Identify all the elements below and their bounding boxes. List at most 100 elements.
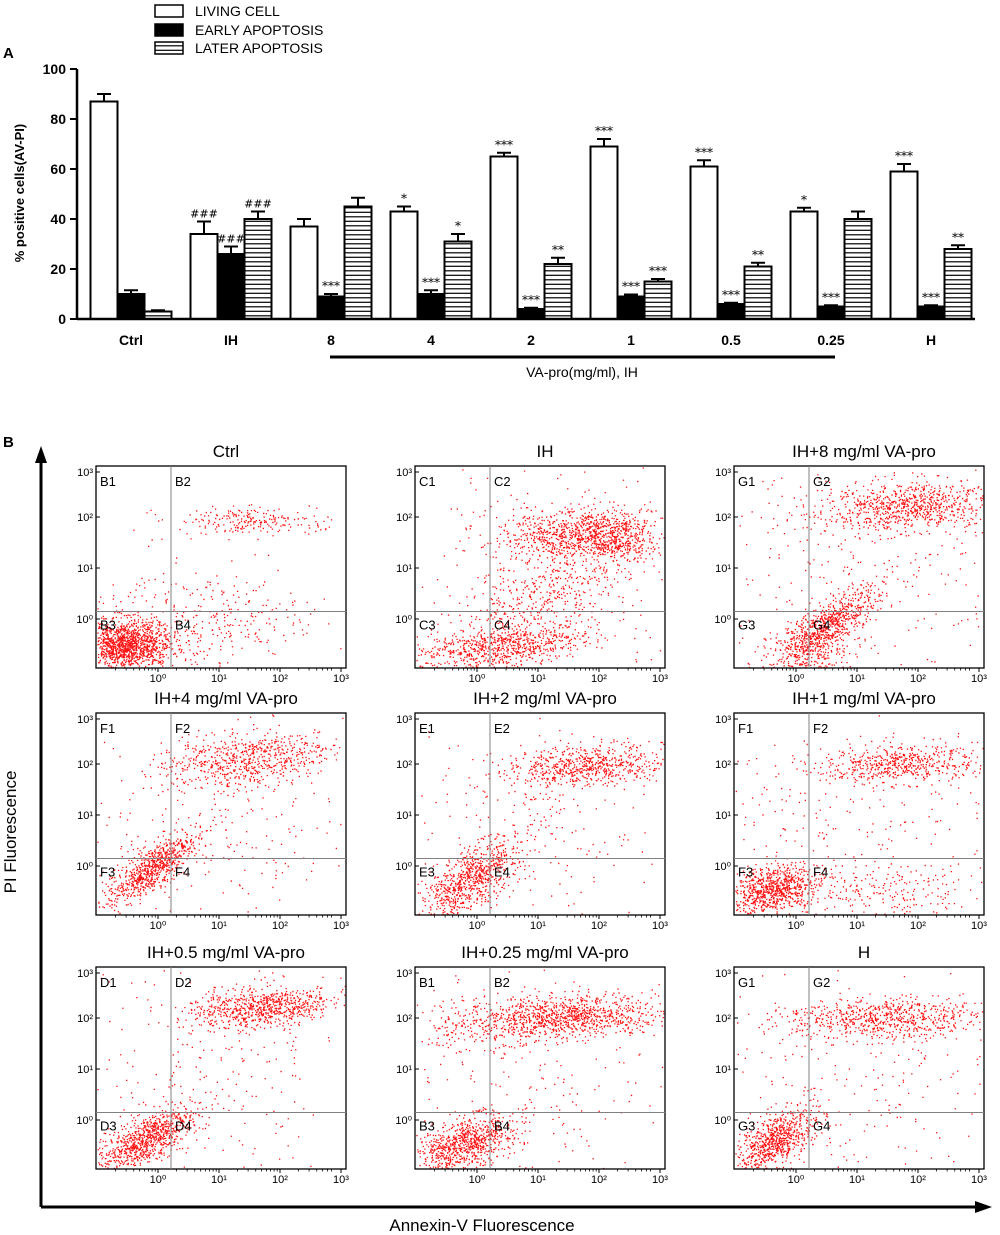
y-tick-label: 10² [396, 759, 412, 771]
legend-swatch-early [154, 23, 184, 37]
scatter-dots [97, 970, 346, 1169]
quadrant-label: B2 [494, 975, 510, 990]
significance-label: ** [552, 243, 564, 257]
scatter-dots [417, 717, 665, 916]
scatter-dots [735, 715, 984, 916]
x-tick-label: 10² [910, 673, 926, 685]
legend-swatch-living [154, 4, 184, 18]
quadrant-label: D2 [175, 975, 192, 990]
x-tick-label: 10⁰ [788, 1174, 805, 1186]
scatter-dots [738, 469, 984, 669]
y-tick-label: 10¹ [396, 563, 412, 575]
y-tick-label: 10³ [396, 714, 412, 726]
quadrant-label: F3 [100, 864, 115, 879]
y-tick-label: 10¹ [396, 810, 412, 822]
legend: LIVING CELL EARLY APOPTOSIS LATER APOPTO… [154, 3, 323, 56]
y-tick-label: 10² [77, 1013, 93, 1025]
bar [816, 305, 846, 320]
significance-label: * [401, 192, 407, 206]
x-tick-label: 10³ [333, 920, 349, 932]
y-tick-label: 10¹ [77, 563, 93, 575]
x-arrow-head [975, 1201, 992, 1213]
x-tick-label: 10¹ [211, 1174, 227, 1186]
dot-cloud [97, 714, 344, 915]
x-tick-label: 10³ [652, 920, 668, 932]
y-tick-label: 10³ [396, 467, 412, 479]
plot-frame [733, 966, 985, 1170]
y-tick-label: 10⁰ [395, 861, 412, 873]
bar [743, 265, 773, 320]
y-tick-label: 10¹ [715, 810, 731, 822]
quadrant-label: F4 [175, 864, 190, 879]
flow-plot: IH C1 C2 C3 C4 10³ 10² 10¹ 10⁰ 10⁰ 10¹ 10² 10³ [395, 442, 668, 685]
bar [716, 303, 746, 320]
x-tick-label: 10⁰ [469, 673, 486, 685]
y-tick-label: 60 [50, 161, 66, 177]
x-tick-label: 10² [272, 920, 288, 932]
y-tick-label: 10² [715, 1013, 731, 1025]
bar [89, 100, 119, 320]
x-tick-label: 10² [591, 920, 607, 932]
y-tick-label: 10² [77, 512, 93, 524]
significance-label: ### [217, 233, 245, 246]
plot-title: Ctrl [213, 442, 239, 461]
dot-cloud [97, 504, 342, 669]
dot-cloud [416, 467, 665, 668]
quadrant-label: F2 [175, 721, 190, 736]
y-tick-label: 10³ [396, 968, 412, 980]
bar [689, 165, 719, 320]
x-axis-title-b: Annexin-V Fluorescence [389, 1216, 574, 1235]
significance-label: *** [495, 138, 513, 152]
quadrant-label: B2 [175, 474, 191, 489]
flow-plot: IH+8 mg/ml VA-pro G1 G2 G3 G4 10³ 10² 10¹ 10⁰ 10⁰… [714, 442, 987, 685]
x-tick-label: 10¹ [849, 673, 865, 685]
x-tick-label: 10³ [971, 673, 987, 685]
y-tick-label: 0 [58, 311, 66, 327]
y-tick-label: 10⁰ [395, 614, 412, 626]
x-tick-label: 4 [427, 332, 435, 348]
bar [489, 155, 519, 320]
y-tick-label: 10⁰ [76, 1115, 93, 1127]
scatter-dots [97, 714, 344, 915]
flow-plot: Ctrl B1 B2 B3 B4 10³ 10² 10¹ 10⁰ 10⁰ 10¹ 10² 10³ [76, 442, 349, 685]
y-tick-label: 80 [50, 111, 66, 127]
plot-title: IH+4 mg/ml VA-pro [154, 689, 298, 708]
quadrant-label: B3 [419, 1118, 435, 1133]
quadrant-label: F2 [813, 721, 828, 736]
bar [189, 233, 219, 320]
treatment-bracket-label: VA-pro(mg/ml), IH [526, 364, 638, 380]
y-tick-label: 10³ [77, 714, 93, 726]
x-tick-label: 10⁰ [469, 1174, 486, 1186]
bar [843, 218, 873, 320]
x-tick-label: 10¹ [211, 673, 227, 685]
x-tick-label: 10¹ [530, 673, 546, 685]
x-tick-label: 10² [272, 673, 288, 685]
quadrant-label: E2 [494, 721, 510, 736]
y-tick-label: 10² [396, 1013, 412, 1025]
quadrant-label: E1 [419, 721, 435, 736]
quadrant-label: D4 [175, 1118, 192, 1133]
panel-a-letter: A [3, 45, 14, 62]
x-tick-label: 10² [910, 920, 926, 932]
quadrant-label: G4 [813, 1118, 830, 1133]
y-tick-label: 10⁰ [76, 861, 93, 873]
y-tick-label: 10⁰ [395, 1115, 412, 1127]
plot-title: IH+0.5 mg/ml VA-pro [147, 943, 305, 962]
y-tick-label: 10⁰ [714, 1115, 731, 1127]
bar [289, 225, 319, 320]
plot-frame [95, 465, 347, 669]
y-tick-label: 10³ [77, 467, 93, 479]
scatter-dots [735, 970, 984, 1169]
x-tick-label: 0.25 [817, 332, 844, 348]
scatter-dots [97, 504, 342, 669]
plot-frame [414, 966, 666, 1170]
x-tick-label: 10¹ [849, 1174, 865, 1186]
bar [643, 280, 673, 320]
plot-frame [95, 712, 347, 916]
y-tick-label: 20 [50, 261, 66, 277]
quadrant-label: G1 [738, 474, 755, 489]
x-tick-label: 10³ [652, 1174, 668, 1186]
plot-title: IH+2 mg/ml VA-pro [473, 689, 617, 708]
bar [389, 210, 419, 320]
legend-label-early: EARLY APOPTOSIS [195, 22, 323, 38]
